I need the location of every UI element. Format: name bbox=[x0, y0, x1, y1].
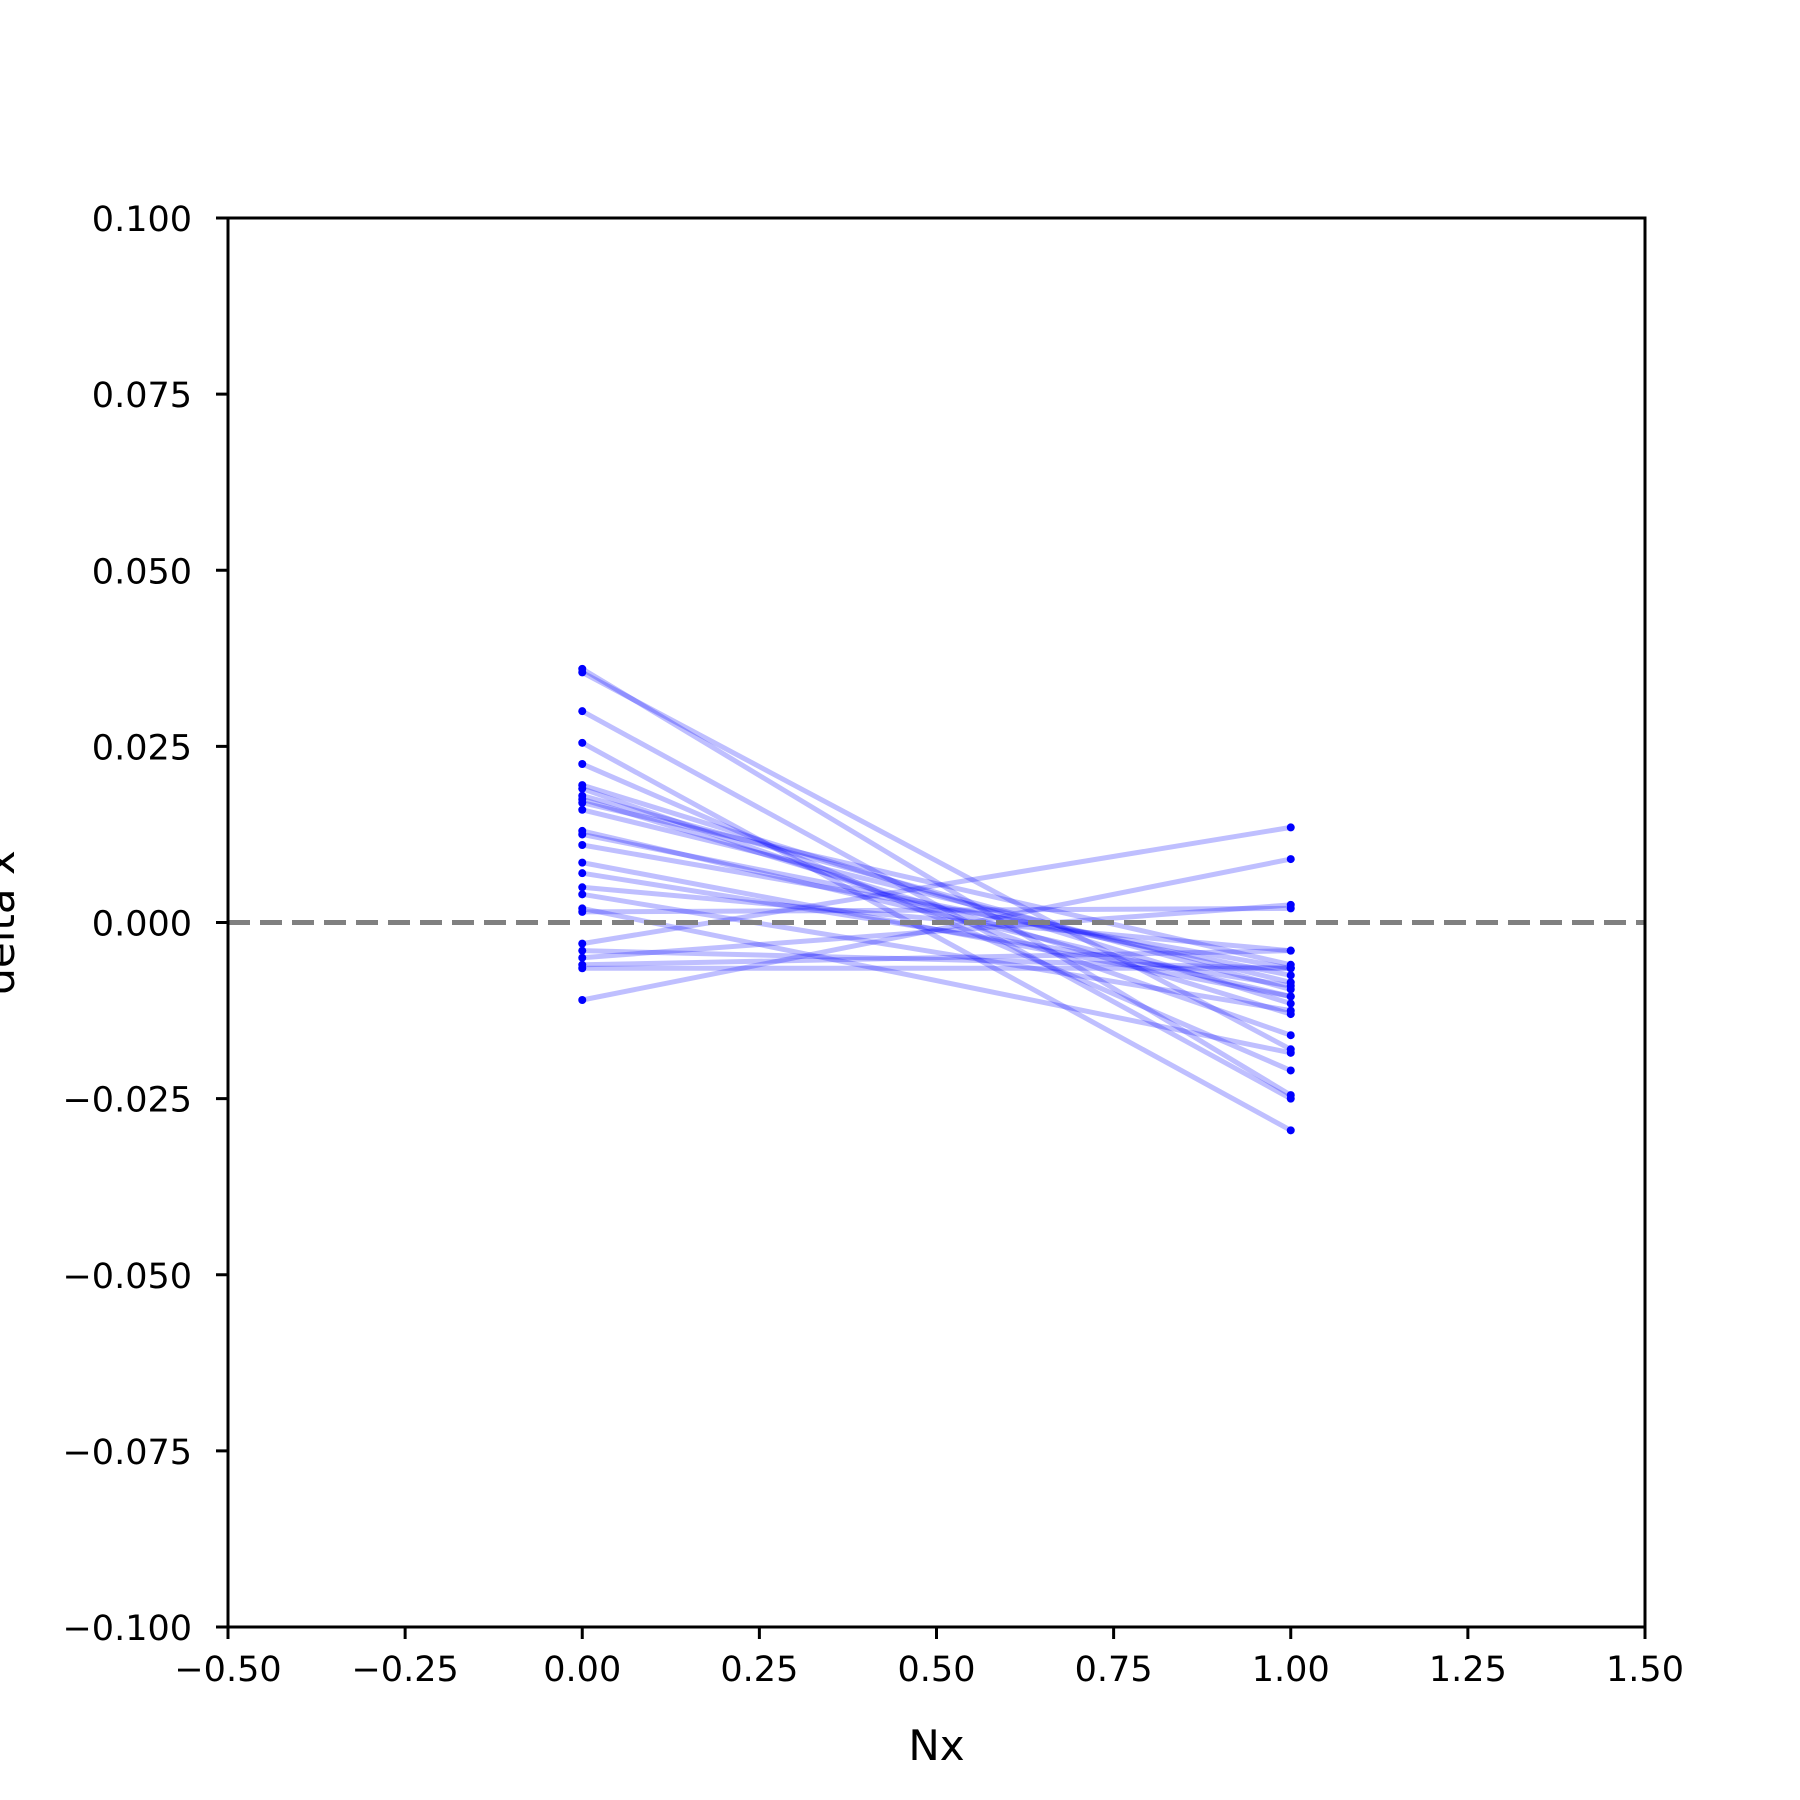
series-line bbox=[581, 793, 1292, 992]
data-point-end bbox=[1286, 855, 1295, 864]
data-point-start bbox=[578, 939, 587, 948]
y-tick-label: 0.025 bbox=[92, 728, 192, 768]
x-tick-label: −0.25 bbox=[351, 1650, 458, 1690]
data-point-start bbox=[578, 738, 587, 747]
y-tick-label: −0.050 bbox=[62, 1257, 192, 1297]
series-line bbox=[581, 828, 1292, 999]
data-point-end bbox=[1286, 964, 1295, 973]
y-tick-label: 0.100 bbox=[92, 200, 192, 240]
series-line bbox=[582, 905, 1291, 915]
data-point-start bbox=[578, 841, 587, 850]
x-tick-label: 0.25 bbox=[720, 1650, 798, 1690]
y-axis-title: delta x bbox=[0, 850, 24, 995]
series-line bbox=[581, 831, 1292, 978]
series-layer bbox=[228, 664, 1645, 1135]
data-point-end bbox=[1286, 992, 1295, 1001]
data-point-start bbox=[578, 830, 587, 839]
data-point-start bbox=[578, 964, 587, 973]
x-tick-label: 1.00 bbox=[1252, 1650, 1330, 1690]
series-line bbox=[582, 902, 1291, 961]
data-point-start bbox=[578, 946, 587, 955]
series-line bbox=[581, 708, 1292, 1101]
data-point-start bbox=[578, 805, 587, 814]
data-point-start bbox=[578, 883, 587, 892]
y-tick-label: 0.075 bbox=[92, 376, 192, 416]
data-point-end bbox=[1286, 971, 1295, 980]
data-point-end bbox=[1286, 1031, 1295, 1040]
series-line bbox=[581, 856, 1292, 1003]
x-axis-title: Nx bbox=[908, 1721, 964, 1770]
data-point-end bbox=[1286, 823, 1295, 832]
series-line bbox=[582, 948, 1291, 968]
data-point-end bbox=[1286, 981, 1295, 990]
data-point-end bbox=[1286, 946, 1295, 955]
data-point-start bbox=[578, 784, 587, 793]
x-tick-label: 0.75 bbox=[1075, 1650, 1153, 1690]
series-line bbox=[581, 800, 1292, 968]
series-line bbox=[581, 740, 1292, 1133]
x-tick-label: 1.25 bbox=[1429, 1650, 1507, 1690]
data-point-end bbox=[1286, 1126, 1295, 1135]
data-point-start bbox=[578, 798, 587, 807]
series-line bbox=[582, 884, 1291, 954]
data-point-end bbox=[1286, 1066, 1295, 1075]
data-point-end bbox=[1286, 1048, 1295, 1057]
series-line bbox=[581, 786, 1292, 1038]
series-line bbox=[581, 824, 1292, 947]
data-point-end bbox=[1286, 1006, 1295, 1015]
data-point-end bbox=[1286, 1094, 1295, 1103]
series-line bbox=[581, 891, 1292, 1014]
series-line bbox=[581, 796, 1292, 1017]
data-point-start bbox=[578, 759, 587, 768]
series-line bbox=[581, 782, 1292, 1006]
series-line bbox=[581, 870, 1292, 989]
axes-layer: −0.50 −0.25 0.00 0.25 0.50 0.75 1.00 1.25 1.50 −0… bbox=[62, 200, 1684, 1690]
data-point-start bbox=[578, 707, 587, 716]
series-line bbox=[580, 666, 1293, 1098]
y-tick-label: 0.050 bbox=[92, 552, 192, 592]
data-point-start bbox=[578, 907, 587, 916]
x-tick-label: −0.50 bbox=[174, 1650, 281, 1690]
series-line bbox=[581, 807, 1292, 985]
y-tick-label: −0.075 bbox=[62, 1433, 192, 1473]
data-point-start bbox=[578, 668, 587, 677]
y-tick-label: −0.025 bbox=[62, 1081, 192, 1121]
data-point-start bbox=[578, 858, 587, 867]
series-line bbox=[581, 860, 1292, 999]
series-line bbox=[582, 948, 1291, 971]
y-tick-label: 0.000 bbox=[92, 905, 192, 945]
series-line bbox=[581, 842, 1292, 971]
data-point-end bbox=[1286, 999, 1295, 1008]
series-line bbox=[581, 670, 1292, 1052]
data-point-start bbox=[578, 953, 587, 962]
data-point-start bbox=[578, 869, 587, 878]
y-tick-label: −0.100 bbox=[62, 1609, 192, 1649]
series-line bbox=[581, 905, 1292, 1056]
data-point-start bbox=[578, 890, 587, 899]
data-point-start bbox=[578, 995, 587, 1004]
series-line bbox=[581, 761, 1292, 1073]
data-point-end bbox=[1286, 900, 1295, 909]
x-tick-label: 0.00 bbox=[543, 1650, 621, 1690]
x-tick-label: 1.50 bbox=[1606, 1650, 1684, 1690]
x-tick-label: 0.50 bbox=[898, 1650, 976, 1690]
